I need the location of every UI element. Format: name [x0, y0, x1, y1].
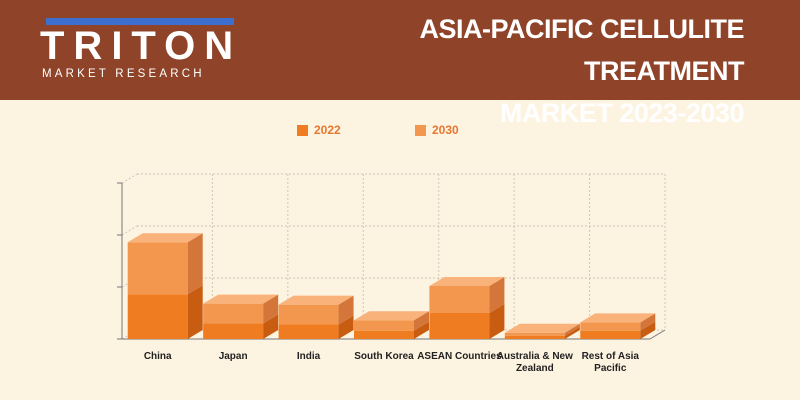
- bar-2022-side-7: [640, 321, 656, 339]
- bar-2022-side-2: [263, 314, 279, 339]
- legend-swatch-2030: [415, 124, 426, 136]
- bar-2022-7: [580, 330, 641, 339]
- x-tick-label: ASEAN Countries: [417, 351, 502, 362]
- bar-2030-6: [504, 332, 565, 336]
- x-tick-label: South Korea: [354, 351, 414, 362]
- logo-accent-bar: [46, 18, 234, 25]
- bar-2030-side-6: [564, 323, 580, 336]
- legend-item-2030: 2030: [415, 123, 459, 137]
- gridline-side: [121, 173, 138, 184]
- bar-2022-4: [354, 330, 414, 339]
- bar-top-1: [127, 233, 203, 243]
- bar-2030-side-1: [187, 233, 203, 295]
- bar-2030-7: [580, 322, 641, 331]
- chart-title: ASIA-PACIFIC CELLULITE TREATMENT MARKET …: [304, 8, 745, 134]
- bar-top-3: [278, 295, 354, 305]
- bar-2022-side-3: [338, 315, 354, 339]
- header-banner: TRITON MARKET RESEARCH ASIA-PACIFIC CELL…: [0, 0, 800, 128]
- bar-2030-side-2: [263, 294, 279, 324]
- bar-top-5: [429, 276, 505, 286]
- bar-top-7: [580, 313, 656, 323]
- bar-2022-2: [203, 323, 264, 339]
- bar-2030-side-3: [338, 295, 354, 325]
- legend-label-2030: 2030: [432, 123, 459, 137]
- title-line-1: ASIA-PACIFIC CELLULITE TREATMENT: [419, 14, 745, 86]
- bar-2022-6: [504, 335, 565, 339]
- x-tick-label: India: [296, 351, 321, 362]
- bar-2030-3: [278, 304, 339, 325]
- bar-2022-1: [127, 294, 188, 339]
- bar-2030-side-5: [489, 276, 505, 313]
- bar-2030-4: [354, 320, 414, 331]
- logo-wordmark: TRITON: [40, 24, 243, 68]
- x-tick-label: Japan: [218, 351, 248, 362]
- bar-2022-side-5: [489, 304, 505, 339]
- bar-2022-side-4: [414, 321, 429, 339]
- logo-subtext: MARKET RESEARCH: [42, 68, 205, 80]
- x-tick-label: Australia & New Zealand: [496, 351, 573, 374]
- bar-top-4: [354, 311, 429, 321]
- bar-2030-5: [429, 285, 490, 313]
- gridline-side: [121, 225, 138, 236]
- bar-2030-side-7: [640, 313, 656, 331]
- bar-top-6: [504, 323, 580, 333]
- bar-top-2: [203, 294, 279, 304]
- x-axis-depth: [649, 329, 666, 340]
- x-tick-label: China: [143, 351, 172, 362]
- bar-2022-3: [278, 324, 339, 339]
- legend-label-2022: 2022: [314, 123, 341, 137]
- bar-2022-side-1: [187, 285, 203, 339]
- triton-logo: TRITON MARKET RESEARCH: [40, 18, 240, 84]
- legend-swatch-2022: [297, 124, 308, 136]
- bar-2030-1: [127, 242, 188, 295]
- bar-2022-side-6: [564, 326, 580, 339]
- bar-2030-side-4: [414, 311, 429, 331]
- title-line-2: MARKET 2023-2030: [499, 98, 745, 128]
- legend-item-2022: 2022: [297, 123, 341, 137]
- x-tick-label: Rest of Asia Pacific: [581, 351, 639, 374]
- bar-2030-2: [203, 303, 264, 324]
- bar-2022-5: [429, 313, 490, 339]
